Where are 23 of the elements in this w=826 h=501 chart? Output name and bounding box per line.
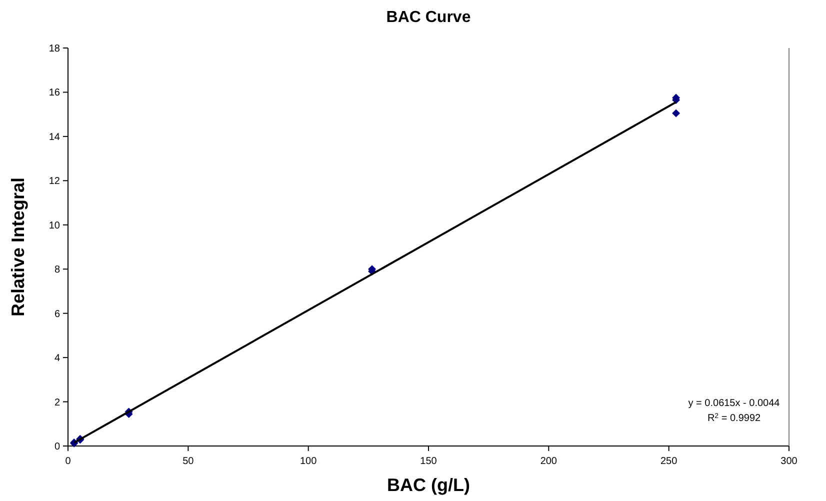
y-tick-label: 10: [48, 220, 60, 232]
x-tick-label: 100: [300, 456, 318, 467]
y-tick-label: 0: [54, 442, 60, 452]
x-tick-label: 250: [660, 456, 678, 467]
y-tick-label: 14: [48, 132, 60, 143]
y-axis-title: Relative Integral: [8, 177, 28, 317]
y-tick-label: 4: [54, 353, 60, 364]
y-tick-label: 2: [54, 397, 60, 408]
annotation: R$^{2}$ = 0.9992: [707, 412, 761, 424]
y-tick-label: 18: [48, 44, 60, 54]
y-tick-label: 6: [54, 308, 60, 320]
chart-title: BAC Curve: [386, 9, 471, 26]
y-tick-label: 12: [48, 176, 60, 188]
x-tick-label: 0: [65, 456, 72, 467]
x-tick-label: 50: [182, 456, 194, 467]
x-tick-label: 200: [540, 456, 558, 467]
x-tick-label: 150: [420, 456, 438, 467]
x-tick-label: 300: [780, 456, 798, 467]
y-tick-label: 8: [54, 264, 60, 276]
x-axis-title: BAC (g/L): [387, 475, 470, 495]
annotation: y = 0.0615x - 0.0044: [688, 398, 780, 409]
y-tick-label: 16: [48, 88, 60, 99]
point: [672, 109, 680, 118]
